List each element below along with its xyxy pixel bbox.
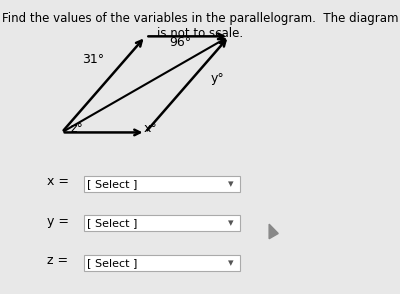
Polygon shape: [269, 224, 278, 239]
Text: ▾: ▾: [228, 258, 234, 268]
Text: 31°: 31°: [82, 53, 104, 66]
Text: ▾: ▾: [228, 218, 234, 228]
FancyBboxPatch shape: [84, 216, 240, 231]
Text: z =: z =: [47, 254, 68, 267]
Text: [ Select ]: [ Select ]: [87, 179, 138, 189]
Text: z°: z°: [71, 122, 84, 135]
Text: Find the values of the variables in the parallelogram.  The diagram is not to sc: Find the values of the variables in the …: [2, 11, 398, 40]
Text: [ Select ]: [ Select ]: [87, 258, 138, 268]
Text: y°: y°: [211, 72, 225, 85]
Text: x°: x°: [144, 122, 157, 135]
Text: 96°: 96°: [169, 36, 191, 49]
Text: ▾: ▾: [228, 179, 234, 189]
FancyBboxPatch shape: [84, 255, 240, 271]
Text: x =: x =: [47, 176, 69, 188]
FancyBboxPatch shape: [84, 176, 240, 192]
Text: [ Select ]: [ Select ]: [87, 218, 138, 228]
Text: y =: y =: [47, 215, 69, 228]
